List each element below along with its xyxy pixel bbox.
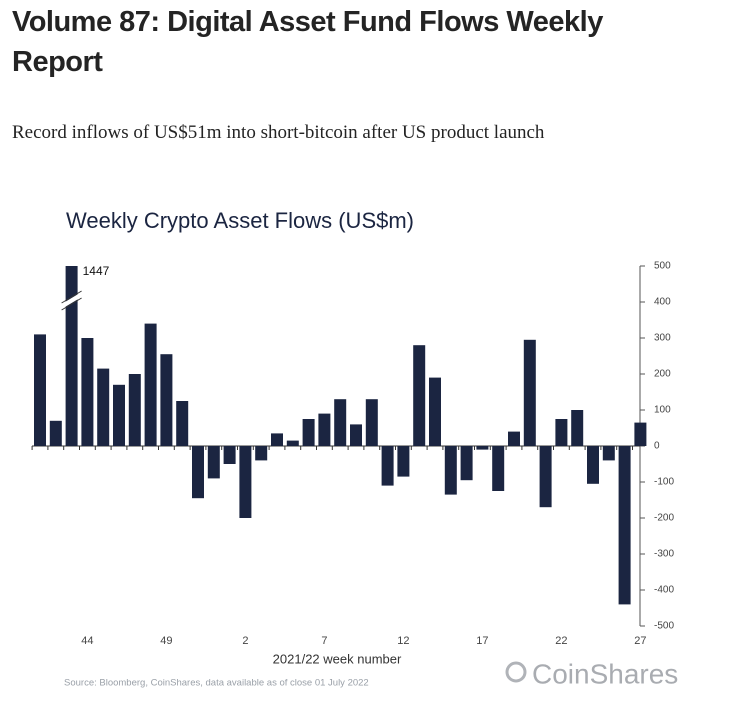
y-tick-label: 500 — [654, 261, 671, 272]
bar — [397, 446, 410, 477]
chart-title: Weekly Crypto Asset Flows (US$m) — [66, 208, 414, 233]
bar — [350, 424, 362, 446]
y-tick-label: -400 — [654, 585, 674, 596]
x-axis-label: 2021/22 week number — [273, 651, 402, 666]
bar — [113, 384, 125, 446]
x-tick-label: 12 — [397, 635, 409, 647]
x-tick-label: 27 — [634, 635, 646, 647]
axis-break-line — [61, 297, 82, 311]
y-tick-label: -200 — [654, 513, 674, 524]
bar — [334, 399, 347, 446]
bar — [97, 368, 110, 446]
bar — [160, 354, 173, 446]
y-tick-label: -100 — [654, 477, 674, 488]
value-label: 1447 — [83, 264, 110, 278]
axis-break — [61, 292, 82, 309]
bar — [381, 446, 394, 486]
bar — [523, 339, 536, 446]
y-tick-label: 0 — [654, 441, 660, 452]
y-tick-label: 300 — [654, 333, 671, 344]
x-tick-label: 44 — [81, 635, 93, 647]
x-tick-label: 7 — [321, 635, 327, 647]
y-tick-label: 200 — [654, 369, 671, 380]
x-tick-label: 22 — [555, 635, 567, 647]
bar — [539, 446, 552, 508]
bar — [207, 446, 220, 479]
bar — [128, 374, 141, 446]
bar — [602, 446, 615, 461]
axis-break-line — [61, 290, 82, 304]
bar — [429, 377, 441, 446]
bar — [587, 446, 599, 484]
y-tick-label: -300 — [654, 549, 674, 560]
x-tick-label: 17 — [476, 635, 488, 647]
bar — [49, 420, 62, 446]
bar — [144, 323, 157, 446]
bar — [318, 413, 331, 446]
bar — [571, 410, 584, 446]
x-tick-label: 2 — [242, 635, 248, 647]
bar — [176, 401, 189, 446]
bar — [223, 446, 236, 464]
bar — [476, 446, 489, 450]
bar — [634, 422, 647, 446]
source-note: Source: Bloomberg, CoinShares, data avai… — [64, 678, 369, 689]
bar — [444, 446, 457, 495]
bar — [34, 334, 46, 446]
bar — [255, 446, 268, 461]
bar — [239, 446, 252, 518]
bar — [365, 399, 378, 446]
bar — [81, 338, 94, 446]
brand-name: CoinShares — [532, 658, 678, 689]
y-tick-label: -500 — [654, 621, 674, 632]
bar — [413, 345, 426, 446]
bar — [460, 446, 473, 481]
y-tick-label: 100 — [654, 405, 671, 416]
bar — [192, 446, 204, 499]
bar — [508, 431, 520, 446]
x-tick-label: 49 — [160, 635, 172, 647]
logo-icon — [505, 661, 527, 683]
brand-logo: CoinShares — [505, 658, 678, 689]
y-tick-label: 400 — [654, 297, 671, 308]
bar — [492, 446, 505, 491]
article-subtitle: Record inflows of US$51m into short-bitc… — [12, 122, 545, 143]
bar — [555, 419, 568, 446]
bar — [65, 266, 78, 446]
bar — [286, 440, 299, 446]
article-title: Volume 87: Digital Asset Fund Flows Week… — [12, 6, 603, 78]
bar — [271, 433, 283, 446]
bar — [302, 419, 315, 446]
bar — [618, 446, 631, 605]
